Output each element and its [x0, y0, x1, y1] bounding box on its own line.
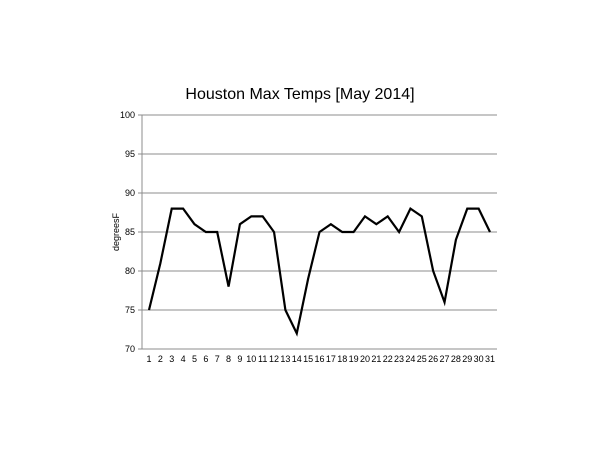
y-tick-label: 80	[125, 266, 135, 276]
x-tick-label: 20	[360, 354, 370, 364]
x-tick-label: 17	[326, 354, 336, 364]
x-tick-label: 22	[383, 354, 393, 364]
x-tick-labels: 1 2 3 4 5 6 7 8 9 10 11 12 13 14 15 16 17 18 19 20 21 22 23 24 2…	[146, 354, 495, 364]
x-tick-label: 11	[258, 354, 267, 364]
x-tick-label: 7	[215, 354, 220, 364]
gridlines	[142, 114, 497, 311]
y-tick-label: 90	[125, 188, 135, 198]
x-tick-label: 31	[485, 354, 495, 364]
x-tick-label: 3	[169, 354, 174, 364]
y-tick-label: 95	[125, 149, 135, 159]
axes	[138, 114, 497, 350]
x-tick-label: 16	[314, 354, 324, 364]
y-axis-label: degreesF	[111, 212, 121, 251]
x-tick-label: 2	[158, 354, 163, 364]
x-tick-label: 13	[280, 354, 290, 364]
x-tick-label: 15	[303, 354, 313, 364]
series-layer	[147, 206, 491, 337]
x-tick-label: 23	[394, 354, 404, 364]
x-tick-label: 4	[181, 354, 186, 364]
y-tick-label: 85	[125, 227, 135, 237]
x-tick-label: 28	[451, 354, 461, 364]
x-tick-label: 12	[269, 354, 279, 364]
y-tick-label: 100	[120, 110, 135, 120]
x-tick-label: 9	[237, 354, 242, 364]
x-tick-label: 24	[405, 354, 415, 364]
x-tick-label: 1	[146, 354, 151, 364]
x-tick-label: 8	[226, 354, 231, 364]
x-tick-label: 14	[292, 354, 302, 364]
y-tick-labels: 70 75 80 85 90 95 100	[120, 110, 135, 354]
x-tick-label: 6	[203, 354, 208, 364]
x-tick-label: 27	[440, 354, 450, 364]
series-line-0	[147, 206, 491, 337]
x-tick-label: 26	[428, 354, 438, 364]
chart-title: Houston Max Temps [May 2014]	[185, 86, 415, 103]
x-tick-label: 21	[371, 354, 381, 364]
x-tick-label: 25	[417, 354, 427, 364]
y-tick-label: 75	[125, 305, 135, 315]
y-tick-label: 70	[125, 344, 135, 354]
x-tick-label: 10	[246, 354, 256, 364]
x-tick-label: 5	[192, 354, 197, 364]
x-tick-label: 30	[474, 354, 484, 364]
x-tick-label: 19	[349, 354, 359, 364]
x-tick-label: 18	[337, 354, 347, 364]
x-tick-label: 29	[462, 354, 472, 364]
